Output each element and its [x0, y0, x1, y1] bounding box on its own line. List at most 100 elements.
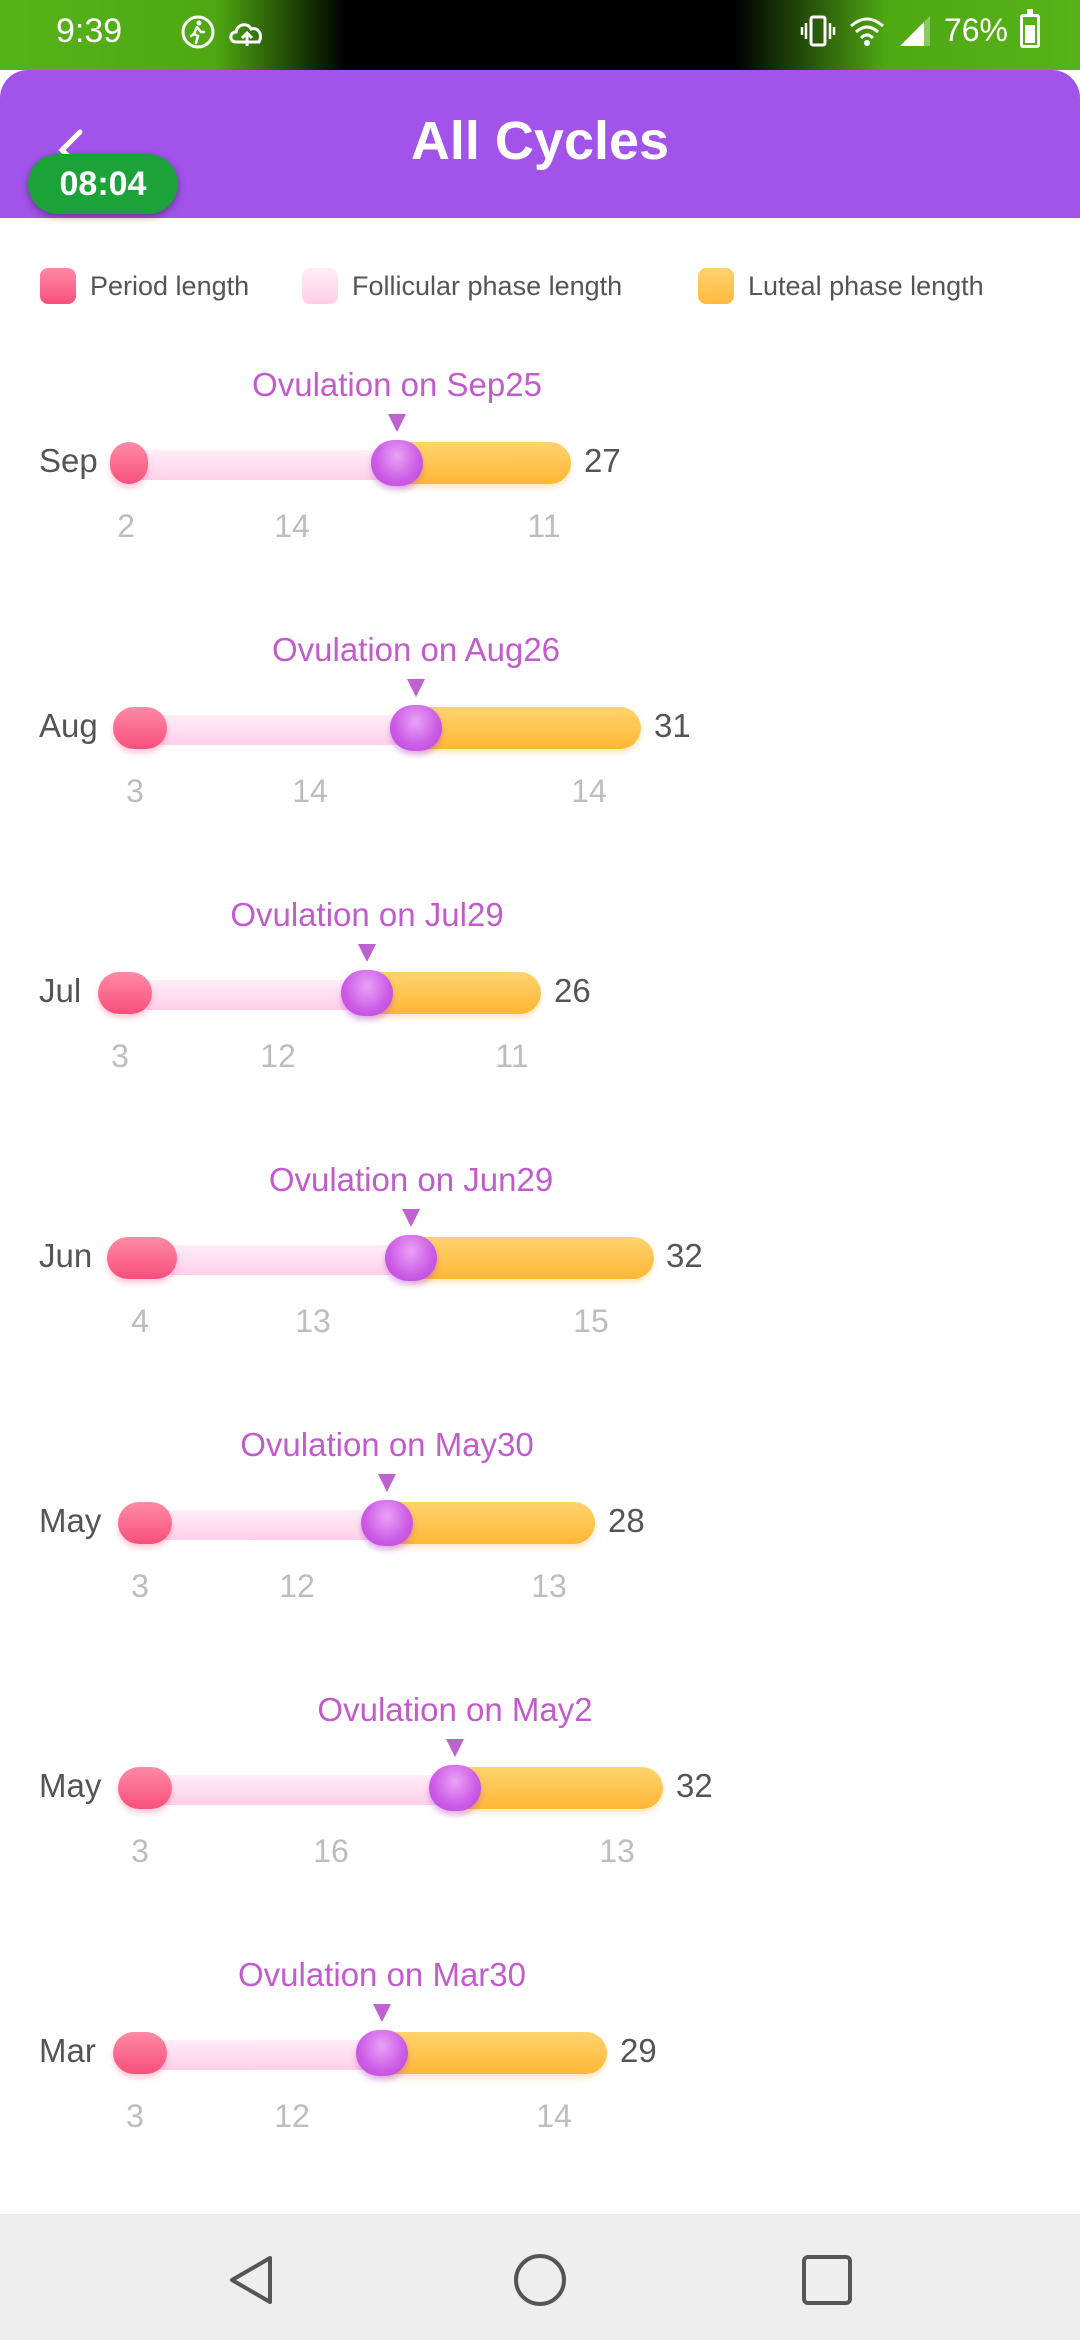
period-length: 4	[131, 1303, 149, 1339]
cycles-list[interactable]: Ovulation on Sep25 Sep 27 2 14 11 Ovulat…	[0, 0, 1080, 2214]
ovulation-dot	[356, 2030, 408, 2076]
ovulation-marker-icon	[446, 1739, 464, 1757]
legend-swatch-period	[40, 268, 76, 304]
ovulation-dot	[429, 1765, 481, 1811]
legend-swatch-luteal	[698, 268, 734, 304]
luteal-length: 11	[527, 508, 561, 544]
luteal-length: 13	[531, 1568, 567, 1604]
status-bar: 9:39 76%	[0, 0, 1080, 70]
luteal-length: 15	[573, 1303, 609, 1339]
period-bar	[113, 2032, 167, 2074]
cloud-upload-icon	[229, 23, 262, 46]
legend-label: Period length	[90, 270, 250, 301]
home-circle-icon[interactable]	[510, 2250, 570, 2310]
ovulation-label: Ovulation on Aug26	[271, 631, 561, 668]
battery-percent: 76%	[943, 12, 1008, 48]
period-length: 2	[117, 508, 135, 544]
cycle-row: Ovulation on May2 May 32 3 16 13	[0, 1691, 1080, 1956]
period-bar	[113, 707, 167, 749]
cycle-row: Ovulation on Jun29 Jun 32 4 13 15	[0, 1161, 1080, 1426]
battery-icon	[1020, 8, 1040, 48]
ovulation-marker-icon	[358, 944, 376, 962]
luteal-length: 14	[571, 773, 607, 809]
follicular-length: 12	[274, 2098, 310, 2134]
signal-icon	[899, 15, 930, 46]
legend-item-follicular: Follicular phase length	[302, 268, 622, 304]
app-header: All Cycles 08:04	[0, 70, 1080, 218]
follicular-bar	[110, 450, 410, 480]
follicular-length: 13	[295, 1303, 331, 1339]
period-length: 3	[111, 1038, 129, 1074]
cycle-total: 31	[654, 707, 691, 744]
legend-swatch-follicular	[302, 268, 338, 304]
ovulation-marker-icon	[388, 414, 406, 432]
month-label: Jun	[39, 1237, 93, 1274]
month-label: Mar	[39, 2032, 96, 2069]
period-length: 3	[126, 773, 144, 809]
month-label: Aug	[39, 707, 98, 744]
legend-item-period: Period length	[40, 268, 249, 304]
luteal-bar	[371, 2032, 607, 2074]
period-bar	[118, 1767, 172, 1809]
ovulation-label: Ovulation on Jun29	[268, 1161, 554, 1198]
ovulation-label: Ovulation on Mar30	[238, 1956, 526, 1993]
ovulation-marker-icon	[407, 679, 425, 697]
luteal-length: 14	[536, 2098, 572, 2134]
ovulation-label: Ovulation on May30	[240, 1426, 534, 1463]
period-bar	[107, 1237, 177, 1279]
cycle-total: 29	[620, 2032, 657, 2069]
cycle-row: Ovulation on Mar30 Mar 29 3 12 14	[0, 1956, 1080, 2221]
month-label: Jul	[39, 972, 82, 1009]
follicular-bar	[118, 1775, 473, 1805]
ovulation-label: Ovulation on May2	[317, 1691, 593, 1728]
ovulation-dot	[341, 970, 393, 1016]
ovulation-dot	[390, 705, 442, 751]
month-label: Sep	[39, 442, 98, 479]
ovulation-dot	[385, 1235, 437, 1281]
period-length: 3	[131, 1568, 149, 1604]
period-bar	[110, 442, 148, 484]
luteal-bar	[405, 707, 641, 749]
ovulation-dot	[371, 440, 423, 486]
cycle-total: 26	[554, 972, 591, 1009]
legend-item-luteal: Luteal phase length	[698, 268, 984, 304]
timer-pill[interactable]: 08:04	[28, 154, 178, 214]
cycle-row: Ovulation on May30 May 28 3 12 13	[0, 1426, 1080, 1691]
status-time: 9:39	[56, 12, 123, 50]
follicular-length: 12	[279, 1568, 315, 1604]
cycle-row: Ovulation on Sep25 Sep 27 2 14 11	[0, 366, 1080, 631]
ovulation-label: Ovulation on Sep25	[252, 366, 542, 403]
follicular-length: 12	[260, 1038, 296, 1074]
month-label: May	[39, 1502, 102, 1539]
legend-label: Follicular phase length	[352, 270, 623, 301]
cycle-row: Ovulation on Aug26 Aug 31 3 14 14	[0, 631, 1080, 896]
recents-square-icon[interactable]	[797, 2250, 857, 2310]
wifi-icon	[849, 17, 884, 46]
ovulation-marker-icon	[373, 2004, 391, 2022]
ovulation-label: Ovulation on Jul29	[230, 896, 504, 933]
luteal-length: 13	[599, 1833, 635, 1869]
back-triangle-icon[interactable]	[222, 2250, 282, 2310]
legend-label: Luteal phase length	[748, 270, 984, 301]
ovulation-dot	[361, 1500, 413, 1546]
follicular-length: 14	[292, 773, 328, 809]
legend: Period length Follicular phase length Lu…	[0, 268, 1080, 314]
cycle-row: Ovulation on Jul29 Jul 26 3 12 11	[0, 896, 1080, 1161]
ovulation-marker-icon	[378, 1474, 396, 1492]
luteal-length: 11	[495, 1038, 529, 1074]
page-title: All Cycles	[410, 111, 670, 171]
cycle-total: 32	[666, 1237, 703, 1274]
vibrate-icon	[800, 15, 836, 46]
luteal-bar	[400, 1237, 654, 1279]
period-length: 3	[126, 2098, 144, 2134]
cycle-total: 27	[584, 442, 621, 479]
cycle-total: 32	[676, 1767, 713, 1804]
period-length: 3	[131, 1833, 149, 1869]
cycle-total: 28	[608, 1502, 645, 1539]
month-label: May	[39, 1767, 102, 1804]
follicular-length: 16	[313, 1833, 349, 1869]
system-nav-bar	[0, 2214, 1080, 2340]
period-bar	[98, 972, 152, 1014]
status-right: 76%	[800, 8, 1040, 49]
period-bar	[118, 1502, 172, 1544]
